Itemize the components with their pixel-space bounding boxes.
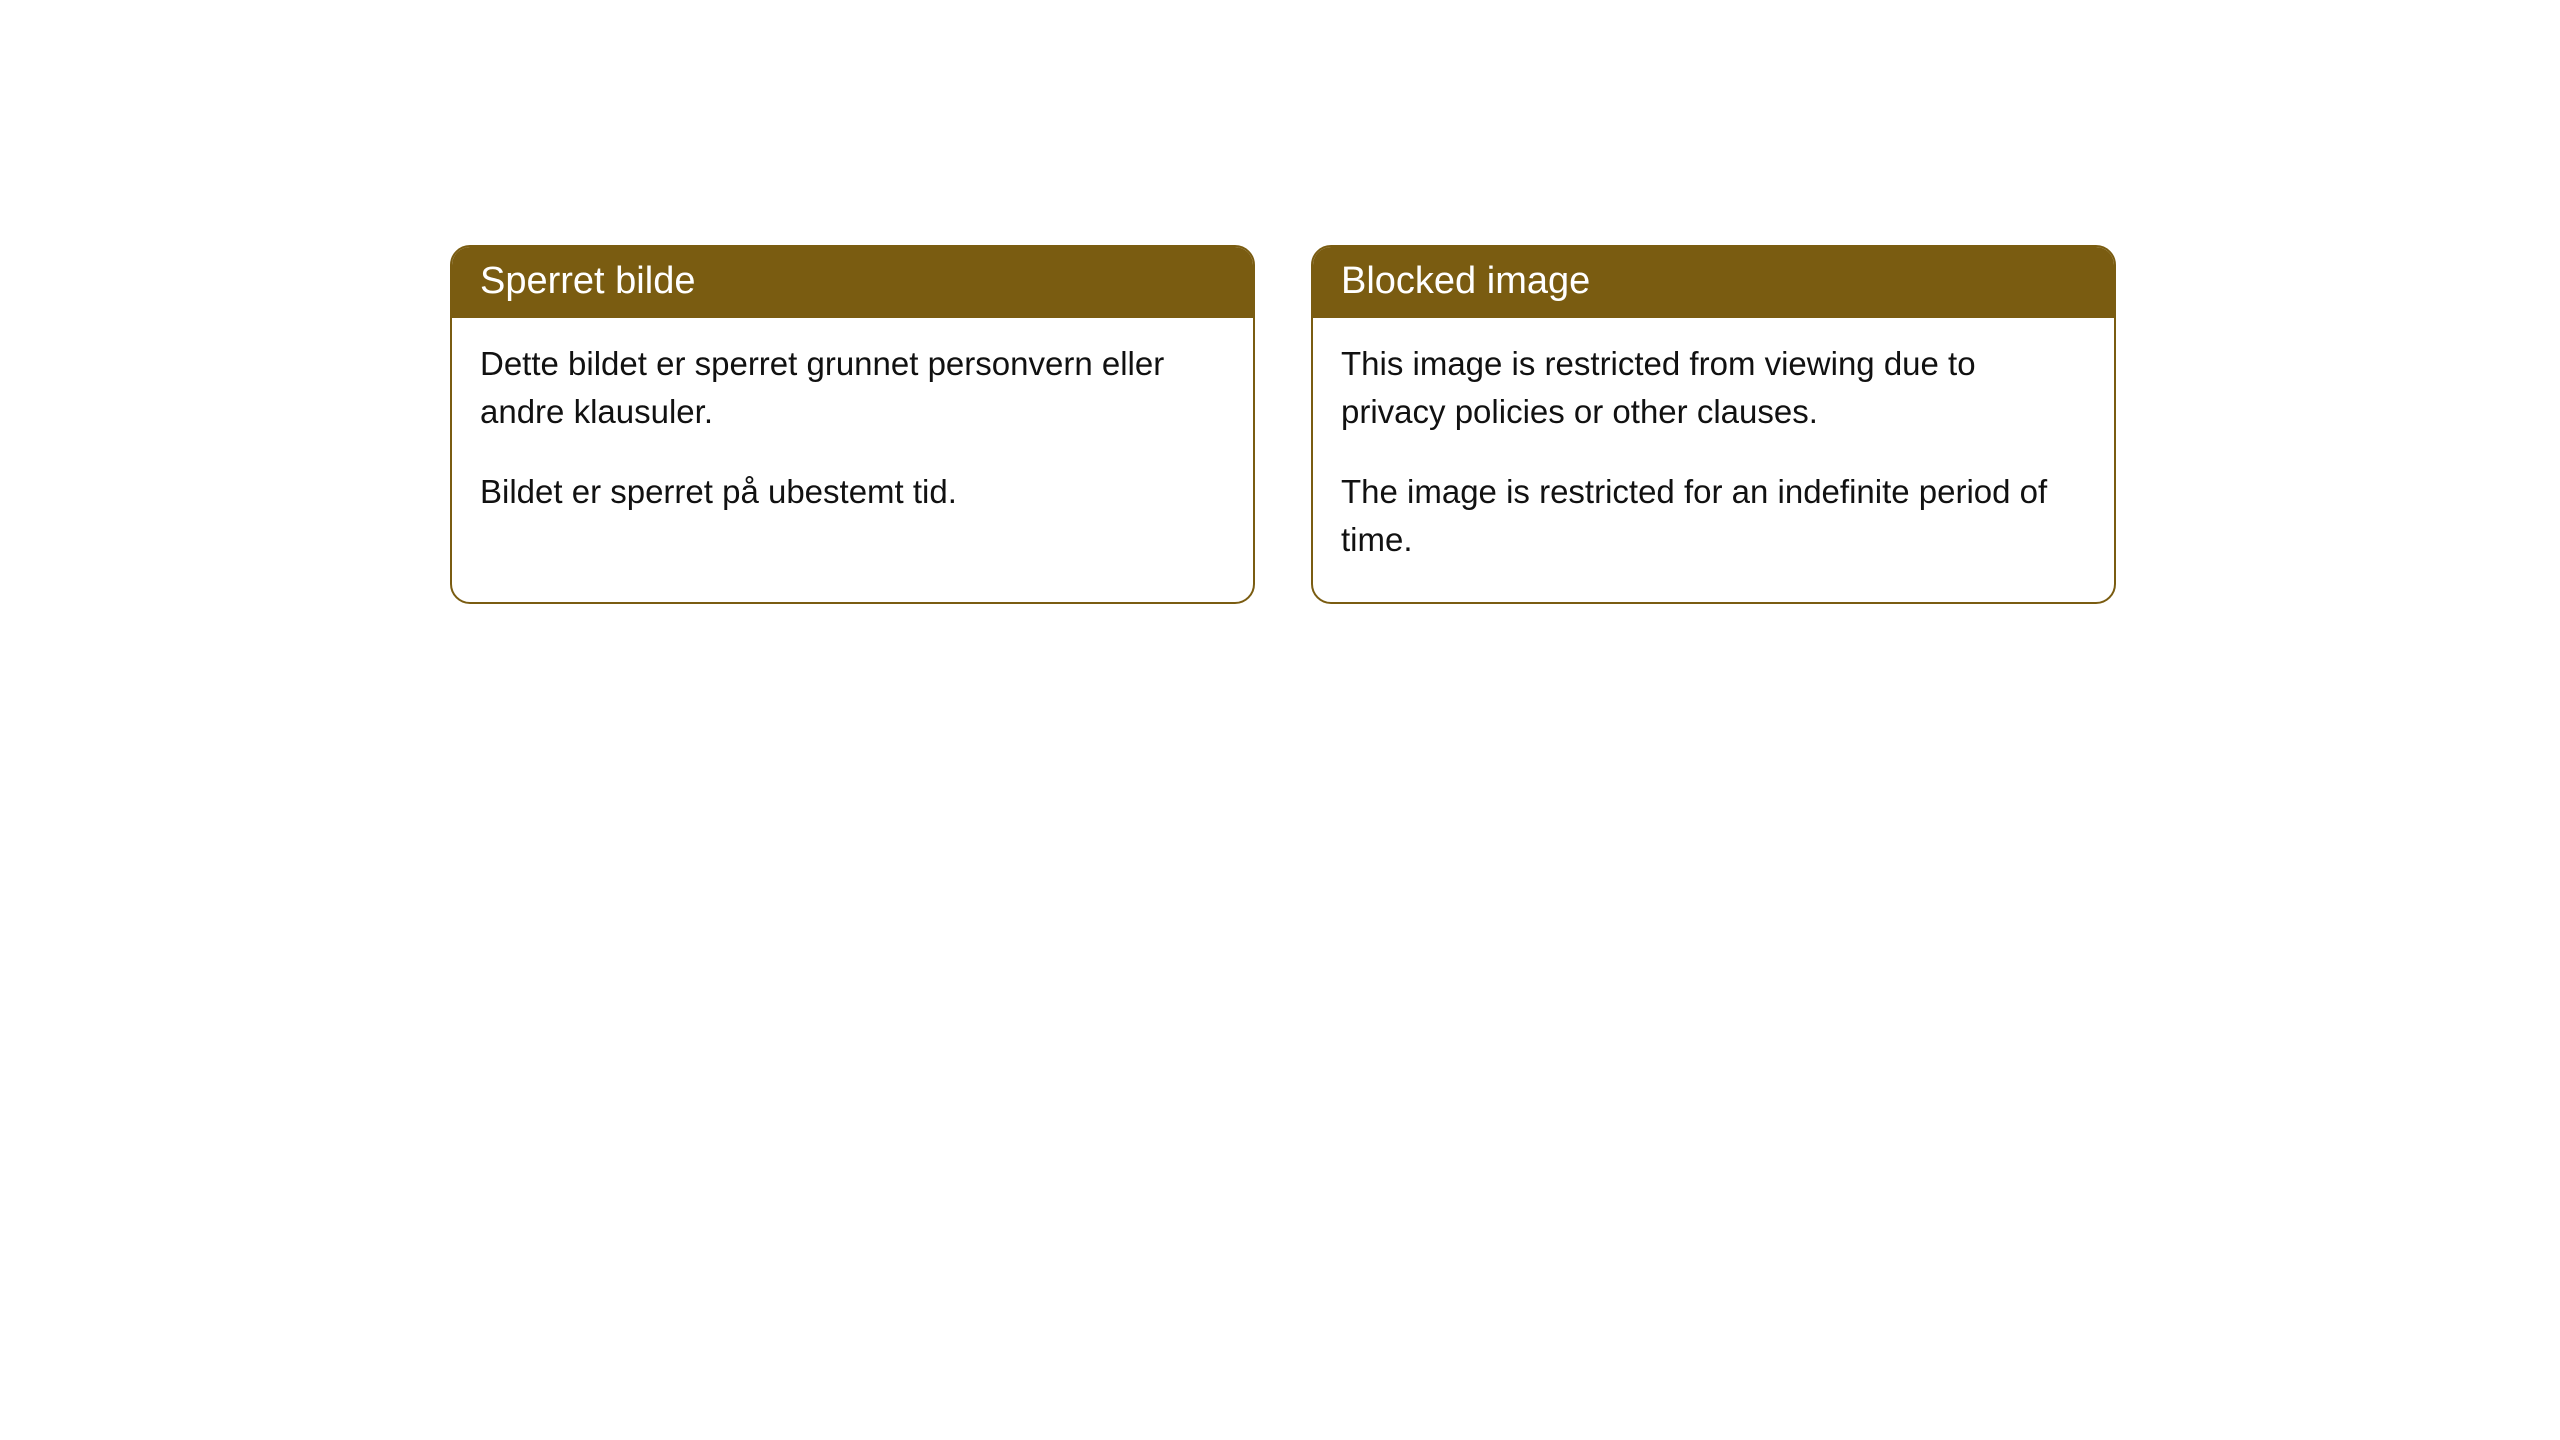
blocked-image-card-en: Blocked image This image is restricted f… <box>1311 245 2116 604</box>
card-paragraph-en-1: This image is restricted from viewing du… <box>1341 340 2086 436</box>
card-paragraph-no-2: Bildet er sperret på ubestemt tid. <box>480 468 1225 516</box>
card-body-no: Dette bildet er sperret grunnet personve… <box>452 318 1253 554</box>
card-paragraph-no-1: Dette bildet er sperret grunnet personve… <box>480 340 1225 436</box>
card-body-en: This image is restricted from viewing du… <box>1313 318 2114 601</box>
cards-container: Sperret bilde Dette bildet er sperret gr… <box>450 245 2116 604</box>
card-header-en: Blocked image <box>1313 247 2114 318</box>
card-header-no: Sperret bilde <box>452 247 1253 318</box>
card-paragraph-en-2: The image is restricted for an indefinit… <box>1341 468 2086 564</box>
blocked-image-card-no: Sperret bilde Dette bildet er sperret gr… <box>450 245 1255 604</box>
